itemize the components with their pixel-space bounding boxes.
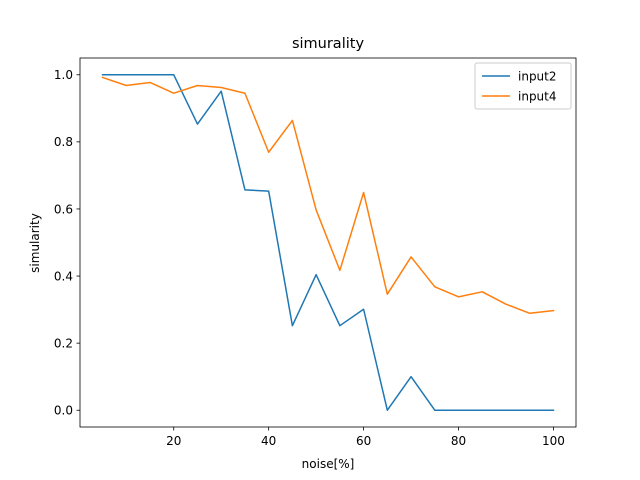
y-tick-label: 0.0	[54, 404, 73, 418]
x-axis: 20 40 60 80 100	[166, 427, 565, 448]
legend-label-input4: input4	[518, 89, 557, 103]
y-axis-label: simularity	[28, 213, 42, 273]
plot-frame	[79, 57, 577, 428]
series-layer	[101, 74, 555, 411]
y-tick-label: 0.6	[54, 202, 73, 216]
chart-title: simurality	[292, 36, 364, 52]
y-tick-label: 1.0	[54, 68, 73, 82]
x-tick-label: 80	[451, 434, 466, 448]
legend-label-input2: input2	[518, 69, 557, 83]
x-tick-label: 20	[166, 434, 181, 448]
legend-box	[474, 62, 572, 110]
x-tick-label: 40	[261, 434, 276, 448]
series-line-input4	[101, 76, 555, 315]
y-tick-label: 0.2	[54, 336, 73, 350]
y-tick-label: 0.4	[54, 269, 73, 283]
x-axis-label: noise[%]	[302, 457, 355, 471]
y-tick-label: 0.8	[54, 135, 73, 149]
plot-area	[80, 58, 576, 427]
x-tick-label: 60	[356, 434, 371, 448]
y-axis: 0.0 0.2 0.4 0.6 0.8 1.0	[54, 68, 80, 418]
x-tick-label: 100	[542, 434, 565, 448]
series-line-input2	[101, 74, 555, 411]
legend: input2 input4	[474, 62, 572, 110]
